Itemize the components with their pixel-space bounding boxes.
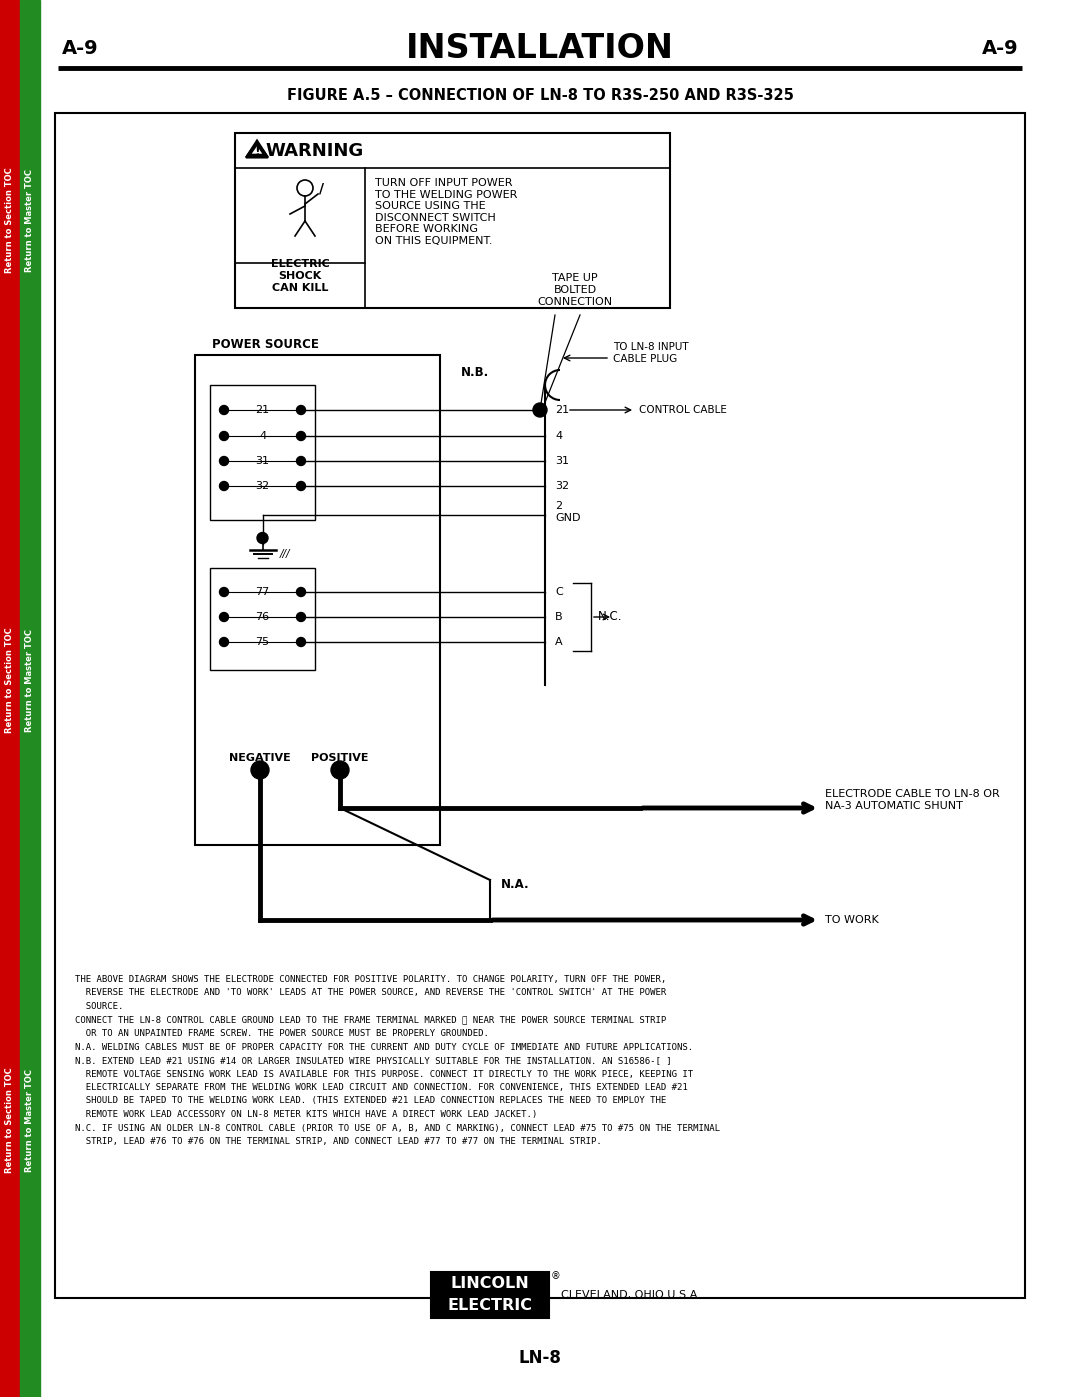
Text: B: B <box>555 612 563 622</box>
Text: 76: 76 <box>256 612 270 622</box>
Text: Return to Section TOC: Return to Section TOC <box>5 168 14 272</box>
Circle shape <box>297 457 306 465</box>
Circle shape <box>257 532 268 543</box>
Text: Return to Master TOC: Return to Master TOC <box>26 629 35 732</box>
Circle shape <box>297 405 306 415</box>
Text: 4: 4 <box>259 432 266 441</box>
Circle shape <box>219 432 229 440</box>
Text: WARNING: WARNING <box>266 141 364 159</box>
Text: ELECTRICALLY SEPARATE FROM THE WELDING WORK LEAD CIRCUIT AND CONNECTION. FOR CON: ELECTRICALLY SEPARATE FROM THE WELDING W… <box>75 1083 688 1092</box>
Text: Return to Master TOC: Return to Master TOC <box>26 169 35 271</box>
Text: CONNECT THE LN-8 CONTROL CABLE GROUND LEAD TO THE FRAME TERMINAL MARKED ⫽ NEAR T: CONNECT THE LN-8 CONTROL CABLE GROUND LE… <box>75 1016 666 1024</box>
Text: Return to Section TOC: Return to Section TOC <box>5 1067 14 1173</box>
Text: SOURCE.: SOURCE. <box>75 1002 123 1011</box>
Circle shape <box>219 482 229 490</box>
Text: /: / <box>320 182 325 196</box>
Text: A: A <box>555 637 563 647</box>
Circle shape <box>219 637 229 647</box>
Text: Return to Section TOC: Return to Section TOC <box>5 627 14 733</box>
Text: 21: 21 <box>555 405 569 415</box>
Text: TO LN-8 INPUT
CABLE PLUG: TO LN-8 INPUT CABLE PLUG <box>613 342 689 363</box>
Text: CONTROL CABLE: CONTROL CABLE <box>639 405 727 415</box>
Text: 75: 75 <box>256 637 270 647</box>
Text: ®: ® <box>551 1271 561 1281</box>
Text: GND: GND <box>555 513 581 522</box>
Text: TO WORK: TO WORK <box>825 915 879 925</box>
Polygon shape <box>251 145 264 155</box>
Polygon shape <box>246 141 268 156</box>
Circle shape <box>219 405 229 415</box>
Text: CLEVELAND, OHIO U.S.A.: CLEVELAND, OHIO U.S.A. <box>561 1289 701 1301</box>
Text: THE ABOVE DIAGRAM SHOWS THE ELECTRODE CONNECTED FOR POSITIVE POLARITY. TO CHANGE: THE ABOVE DIAGRAM SHOWS THE ELECTRODE CO… <box>75 975 666 983</box>
Circle shape <box>219 612 229 622</box>
Bar <box>55 113 1025 1298</box>
Text: 2: 2 <box>555 502 562 511</box>
Circle shape <box>534 402 546 416</box>
Text: N.C. IF USING AN OLDER LN-8 CONTROL CABLE (PRIOR TO USE OF A, B, AND C MARKING),: N.C. IF USING AN OLDER LN-8 CONTROL CABL… <box>75 1123 720 1133</box>
Text: STRIP, LEAD #76 TO #76 ON THE TERMINAL STRIP, AND CONNECT LEAD #77 TO #77 ON THE: STRIP, LEAD #76 TO #76 ON THE TERMINAL S… <box>75 1137 602 1146</box>
Text: POWER SOURCE: POWER SOURCE <box>212 338 319 352</box>
Text: Return to Master TOC: Return to Master TOC <box>26 1069 35 1172</box>
Bar <box>195 355 440 845</box>
Text: ELECTRODE CABLE TO LN-8 OR
NA-3 AUTOMATIC SHUNT: ELECTRODE CABLE TO LN-8 OR NA-3 AUTOMATI… <box>825 789 1000 810</box>
Text: 31: 31 <box>256 455 270 467</box>
Text: NEGATIVE: NEGATIVE <box>229 753 291 763</box>
Text: FIGURE A.5 – CONNECTION OF LN-8 TO R3S-250 AND R3S-325: FIGURE A.5 – CONNECTION OF LN-8 TO R3S-2… <box>286 88 794 102</box>
Text: N.C.: N.C. <box>598 610 622 623</box>
Text: A-9: A-9 <box>982 39 1018 57</box>
Text: 32: 32 <box>256 481 270 490</box>
Text: REMOTE VOLTAGE SENSING WORK LEAD IS AVAILABLE FOR THIS PURPOSE. CONNECT IT DIREC: REMOTE VOLTAGE SENSING WORK LEAD IS AVAI… <box>75 1070 693 1078</box>
Circle shape <box>297 612 306 622</box>
Text: N.A. WELDING CABLES MUST BE OF PROPER CAPACITY FOR THE CURRENT AND DUTY CYCLE OF: N.A. WELDING CABLES MUST BE OF PROPER CA… <box>75 1042 693 1052</box>
Text: N.A.: N.A. <box>501 879 529 891</box>
Text: ///: /// <box>280 549 291 559</box>
Bar <box>210 569 315 671</box>
Text: 4: 4 <box>555 432 562 441</box>
Circle shape <box>219 588 229 597</box>
Text: C: C <box>555 587 563 597</box>
Text: 32: 32 <box>555 481 569 490</box>
Bar <box>235 133 670 307</box>
Circle shape <box>297 637 306 647</box>
Text: LINCOLN: LINCOLN <box>450 1277 529 1291</box>
Text: 77: 77 <box>255 587 270 597</box>
Circle shape <box>330 761 349 780</box>
Circle shape <box>219 457 229 465</box>
Text: 21: 21 <box>256 405 270 415</box>
Circle shape <box>251 761 269 780</box>
Bar <box>21 0 40 1397</box>
Bar <box>431 1273 549 1317</box>
Text: N.B. EXTEND LEAD #21 USING #14 OR LARGER INSULATED WIRE PHYSICALLY SUITABLE FOR : N.B. EXTEND LEAD #21 USING #14 OR LARGER… <box>75 1056 672 1065</box>
Text: REMOTE WORK LEAD ACCESSORY ON LN-8 METER KITS WHICH HAVE A DIRECT WORK LEAD JACK: REMOTE WORK LEAD ACCESSORY ON LN-8 METER… <box>75 1111 537 1119</box>
Text: ELECTRIC: ELECTRIC <box>447 1298 532 1313</box>
Circle shape <box>297 588 306 597</box>
Text: OR TO AN UNPAINTED FRAME SCREW. THE POWER SOURCE MUST BE PROPERLY GROUNDED.: OR TO AN UNPAINTED FRAME SCREW. THE POWE… <box>75 1030 489 1038</box>
Text: TURN OFF INPUT POWER
TO THE WELDING POWER
SOURCE USING THE
DISCONNECT SWITCH
BEF: TURN OFF INPUT POWER TO THE WELDING POWE… <box>375 177 517 246</box>
Circle shape <box>297 482 306 490</box>
Text: 31: 31 <box>555 455 569 467</box>
Bar <box>210 386 315 520</box>
Bar <box>0 0 21 1397</box>
Text: LN-8: LN-8 <box>518 1350 562 1368</box>
Text: INSTALLATION: INSTALLATION <box>406 32 674 64</box>
Text: A-9: A-9 <box>62 39 98 57</box>
Text: !: ! <box>254 145 260 158</box>
Text: REVERSE THE ELECTRODE AND 'TO WORK' LEADS AT THE POWER SOURCE, AND REVERSE THE ': REVERSE THE ELECTRODE AND 'TO WORK' LEAD… <box>75 989 666 997</box>
Text: TAPE UP
BOLTED
CONNECTION: TAPE UP BOLTED CONNECTION <box>538 274 612 306</box>
Text: N.B.: N.B. <box>461 366 489 379</box>
Text: POSITIVE: POSITIVE <box>311 753 368 763</box>
Text: ELECTRIC
SHOCK
CAN KILL: ELECTRIC SHOCK CAN KILL <box>271 260 329 292</box>
Circle shape <box>297 432 306 440</box>
Text: SHOULD BE TAPED TO THE WELDING WORK LEAD. (THIS EXTENDED #21 LEAD CONNECTION REP: SHOULD BE TAPED TO THE WELDING WORK LEAD… <box>75 1097 666 1105</box>
